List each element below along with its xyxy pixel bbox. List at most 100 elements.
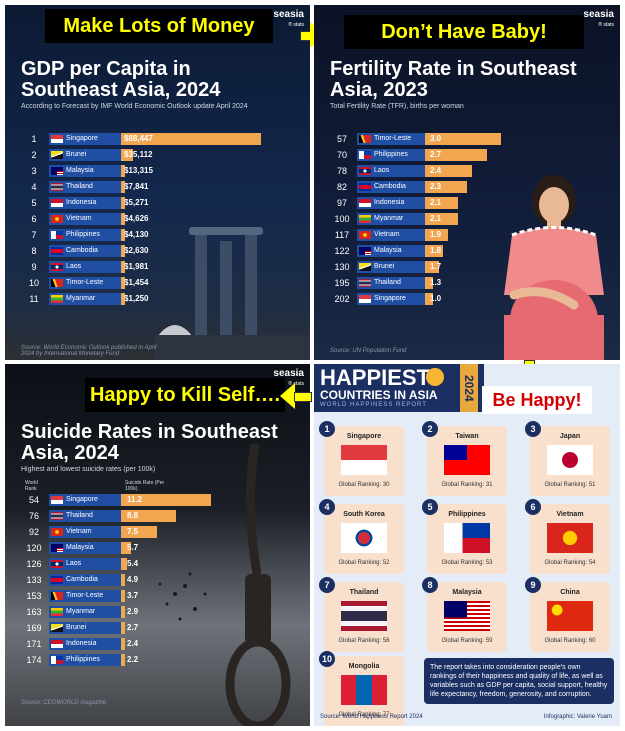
happiness-title-line2: COUNTRIES IN ASIA — [320, 388, 438, 402]
laos-flag-icon — [359, 167, 371, 175]
country-box: Laos — [49, 261, 121, 273]
country-label: Brunei — [66, 624, 87, 631]
country-label: Myanmar — [374, 215, 404, 222]
card-number: 1 — [319, 421, 335, 437]
rank-label: 54 — [28, 495, 39, 505]
country-label: Laos — [374, 167, 390, 174]
country-box: Timor-Leste — [49, 590, 121, 602]
gdp-source: Source: World Economic Outlook published… — [21, 345, 157, 357]
myanmar-flag-icon — [51, 608, 63, 616]
value-label: $4,130 — [124, 230, 149, 239]
singapore-flag-icon — [51, 135, 63, 143]
brand-logo: seasia ® stats — [273, 368, 304, 388]
country-box: Thailand — [49, 181, 121, 193]
card-ranking: Global Ranking: 52 — [338, 560, 390, 566]
rank-label: 163 — [26, 607, 42, 617]
brand-logo: seasia ® stats — [273, 9, 304, 29]
country-box: Singapore — [357, 293, 425, 305]
arrow-left-icon — [280, 383, 295, 409]
fertility-chart-title: Fertility Rate in Southeast Asia, 2023 — [330, 58, 577, 101]
rank-label: 92 — [28, 527, 39, 537]
cambodia-flag-icon — [51, 576, 63, 584]
happiness-source: Source: World Happiness Report 2024 — [320, 714, 423, 720]
country-card: 7 Thailand Global Ranking: 58 — [319, 577, 404, 652]
rank-label: 82 — [336, 182, 347, 192]
country-label: Timor-Leste — [66, 592, 104, 599]
value-label: $4,626 — [124, 214, 149, 223]
vietnam-flag-icon — [547, 523, 593, 553]
value-label: $2,630 — [124, 246, 149, 255]
country-label: Brunei — [66, 151, 87, 158]
rank-label: 122 — [334, 246, 350, 256]
cambodia-flag-icon — [359, 183, 371, 191]
country-label: Philippines — [374, 151, 408, 158]
card-number: 7 — [319, 577, 335, 593]
value-label: 1.3 — [430, 278, 442, 287]
country-label: Indonesia — [374, 199, 405, 206]
country-box: Malaysia — [49, 165, 121, 177]
country-label: Vietnam — [66, 215, 92, 222]
sun-icon — [426, 368, 444, 386]
rank-label: 4 — [31, 182, 37, 192]
value-label: $1,454 — [124, 278, 149, 287]
value-label: $13,315 — [124, 166, 153, 175]
value-label: 2.7 — [430, 150, 442, 159]
singapore-flag-icon — [341, 445, 387, 475]
country-label: Myanmar — [66, 295, 96, 302]
brunei-flag-icon — [359, 263, 371, 271]
country-box: Philippines — [49, 654, 121, 666]
philippines-flag-icon — [51, 231, 63, 239]
caption-suicide: Happy to Kill Self…. — [85, 378, 285, 412]
singapore-flag-icon — [359, 295, 371, 303]
happiness-header: HAPPIEST COUNTRIES IN ASIA WORLD HAPPINE… — [314, 364, 484, 412]
card-country: Malaysia — [452, 589, 482, 596]
rank-label: 6 — [31, 214, 37, 224]
country-label: Philippines — [66, 656, 100, 663]
value-label: $7,841 — [124, 182, 149, 191]
card-ranking: Global Ranking: 30 — [338, 482, 390, 488]
taiwan-flag-icon — [444, 445, 490, 475]
value-label: 2.1 — [430, 198, 442, 207]
happiness-panel: HAPPIEST COUNTRIES IN ASIA WORLD HAPPINE… — [314, 364, 620, 726]
timor-leste-flag-icon — [51, 279, 63, 287]
fertility-chart-subtitle: Total Fertility Rate (TFR), births per w… — [330, 103, 464, 110]
country-box: Myanmar — [49, 606, 121, 618]
card-number: 6 — [525, 499, 541, 515]
country-label: Cambodia — [66, 247, 98, 254]
value-label: 1.0 — [430, 294, 442, 303]
rank-label: 171 — [26, 639, 42, 649]
country-label: Brunei — [374, 263, 395, 270]
indonesia-flag-icon — [51, 199, 63, 207]
card-number: 5 — [422, 499, 438, 515]
rank-label: 9 — [31, 262, 37, 272]
value-label: 1.9 — [430, 230, 442, 239]
caption-happy: Be Happy! — [482, 386, 592, 414]
country-label: Vietnam — [374, 231, 400, 238]
laos-flag-icon — [51, 560, 63, 568]
rank-label: 57 — [336, 134, 347, 144]
country-label: Indonesia — [66, 199, 97, 206]
thailand-flag-icon — [51, 183, 63, 191]
value-label: 2.3 — [430, 182, 442, 191]
gdp-panel: Make Lots of Money seasia ® stats GDP per… — [5, 5, 310, 360]
country-label: Singapore — [66, 135, 98, 142]
country-box: Singapore — [49, 494, 121, 506]
brunei-flag-icon — [51, 151, 63, 159]
country-label: Cambodia — [374, 183, 406, 190]
suicide-chart-title: Suicide Rates in Southeast Asia, 2024 — [21, 421, 278, 464]
fertility-panel: Don’t Have Baby! seasia ® stats Fertility… — [314, 5, 620, 360]
value-label: $1,981 — [124, 262, 149, 271]
country-label: Thailand — [374, 279, 401, 286]
timor-leste-flag-icon — [359, 135, 371, 143]
rank-label: 10 — [28, 278, 39, 288]
country-label: Malaysia — [374, 247, 402, 254]
happiness-title-line1: HAPPIEST — [320, 365, 431, 390]
country-label: Philippines — [66, 231, 100, 238]
country-label: Timor-Leste — [66, 279, 104, 286]
country-box: Timor-Leste — [49, 277, 121, 289]
thailand-flag-icon — [51, 512, 63, 520]
country-label: Cambodia — [66, 576, 98, 583]
suicide-source: Source: CEOWORLD magazine — [21, 700, 107, 706]
card-country: Taiwan — [455, 433, 479, 440]
country-box: Philippines — [49, 229, 121, 241]
